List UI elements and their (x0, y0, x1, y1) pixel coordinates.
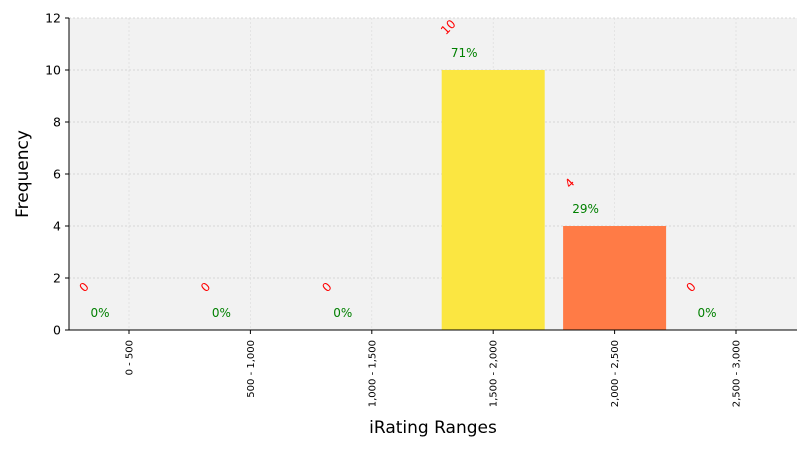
x-tick-label: 0 - 500 (125, 340, 136, 375)
y-axis-ticks: 0 2 4 6 8 10 12 (45, 11, 69, 338)
y-tick-label: 0 (53, 323, 61, 338)
x-tick-label: 2,000 - 2,500 (610, 340, 621, 407)
x-tick-label: 1,500 - 2,000 (489, 340, 500, 407)
bar-4 (563, 226, 667, 330)
percent-label: 0% (333, 306, 352, 320)
percent-label: 71% (451, 46, 478, 60)
y-tick-label: 12 (45, 11, 61, 26)
y-tick-label: 8 (53, 115, 61, 130)
x-tick-label: 2,500 - 3,000 (732, 340, 743, 407)
y-tick-label: 6 (53, 167, 61, 182)
x-tick-label: 1,000 - 1,500 (367, 340, 378, 407)
y-tick-label: 10 (45, 63, 61, 78)
percent-label: 0% (90, 306, 109, 320)
y-tick-label: 2 (53, 271, 61, 286)
y-axis-title: Frequency (13, 130, 33, 218)
x-axis-title: iRating Ranges (369, 418, 497, 438)
y-tick-label: 4 (53, 219, 61, 234)
percent-label: 0% (697, 306, 716, 320)
percent-label: 0% (212, 306, 231, 320)
bars (441, 70, 667, 330)
bar-3 (441, 70, 545, 330)
x-tick-label: 500 - 1,000 (246, 340, 257, 398)
percent-label: 29% (572, 202, 599, 216)
x-axis-ticks: 0 - 500 500 - 1,000 1,000 - 1,500 1,500 - 2… (125, 330, 743, 407)
